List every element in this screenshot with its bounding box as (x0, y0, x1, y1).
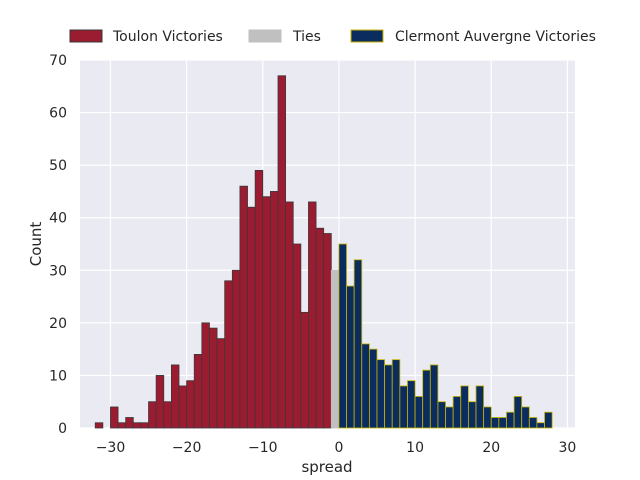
bar-3-20 (490, 417, 500, 429)
y-tick-label: 0 (58, 421, 67, 437)
bar-3-10 (414, 396, 424, 429)
bar-3-4 (368, 348, 378, 429)
bar-3-27 (544, 411, 553, 429)
bar-1-25 (285, 201, 294, 429)
bar-1-7 (148, 401, 157, 429)
bar-1-2 (110, 406, 119, 429)
bar-1-5 (132, 422, 142, 429)
bar-3-23 (513, 396, 523, 429)
bar-1-14 (201, 322, 210, 429)
legend-swatch (248, 29, 282, 43)
bar-1-6 (140, 422, 149, 429)
legend: Toulon Victories Ties Clermont Auvergne Vi… (69, 29, 596, 45)
bar-2-0 (330, 269, 340, 429)
bar-1-19 (239, 185, 248, 429)
bar-3-21 (498, 417, 507, 429)
bar-3-8 (399, 385, 408, 429)
bar-1-0 (94, 422, 104, 429)
bar-1-17 (224, 280, 233, 429)
y-tick-label: 30 (49, 263, 67, 279)
legend-swatch (69, 29, 103, 43)
bar-3-3 (361, 343, 370, 429)
y-tick-label: 20 (49, 316, 67, 332)
y-tick-label: 60 (49, 106, 67, 122)
bar-3-5 (376, 359, 386, 429)
bar-1-18 (231, 269, 241, 429)
bar-3-26 (536, 422, 545, 429)
bar-1-23 (269, 191, 279, 429)
bar-3-18 (475, 385, 485, 429)
bar-3-22 (506, 411, 515, 429)
bars (94, 75, 553, 429)
x-tick-label: −20 (172, 440, 202, 456)
bar-1-16 (216, 338, 226, 429)
bar-1-13 (193, 353, 203, 429)
x-tick-label: 30 (558, 440, 576, 456)
x-tick-label: −30 (96, 440, 126, 456)
x-tick-label: 0 (334, 440, 343, 456)
bar-1-30 (323, 233, 332, 429)
x-tick-label: −10 (248, 440, 278, 456)
bar-1-4 (125, 417, 134, 429)
bar-1-24 (277, 75, 287, 429)
bar-1-3 (117, 422, 127, 429)
bar-1-20 (247, 206, 256, 429)
bar-3-19 (483, 406, 492, 429)
bar-3-11 (422, 369, 431, 429)
bar-3-12 (429, 364, 439, 429)
bar-1-15 (209, 327, 218, 429)
bar-3-24 (521, 406, 530, 429)
y-tick-label: 50 (49, 158, 67, 174)
y-tick-label: 40 (49, 211, 67, 227)
bar-1-22 (262, 196, 271, 429)
bar-3-7 (391, 359, 401, 429)
bar-3-17 (467, 401, 477, 429)
bar-1-11 (178, 385, 188, 429)
y-axis-label: Count (27, 222, 45, 267)
legend-label: Toulon Victories (112, 29, 223, 45)
bar-1-26 (292, 243, 302, 429)
bar-1-29 (315, 227, 325, 429)
bar-3-15 (452, 396, 462, 429)
x-axis-label: spread (301, 458, 352, 476)
bar-1-28 (308, 201, 317, 429)
bar-3-14 (445, 406, 454, 429)
x-tick-label: 20 (482, 440, 500, 456)
bar-3-0 (338, 243, 347, 429)
y-tick-label: 70 (49, 53, 67, 69)
x-tick-labels: −30 −20 −10 0 10 20 30 (96, 440, 577, 456)
legend-label: Clermont Auvergne Victories (395, 29, 596, 45)
bar-1-27 (300, 311, 309, 429)
x-tick-label: 10 (406, 440, 424, 456)
bar-1-9 (163, 401, 172, 429)
legend-label: Ties (292, 29, 321, 45)
bar-1-8 (155, 375, 165, 429)
bar-3-25 (528, 417, 538, 429)
bar-3-6 (384, 364, 393, 429)
bar-3-9 (407, 380, 416, 429)
bar-1-21 (254, 169, 264, 429)
bar-3-2 (353, 259, 363, 429)
bar-1-10 (170, 364, 180, 429)
bar-3-16 (460, 385, 469, 429)
y-tick-labels: 0 10 20 30 40 50 60 70 (49, 53, 67, 437)
y-tick-label: 10 (49, 368, 67, 384)
bar-3-13 (437, 401, 446, 429)
legend-swatch (350, 29, 384, 43)
bar-3-1 (346, 285, 355, 429)
bar-1-12 (186, 380, 195, 429)
